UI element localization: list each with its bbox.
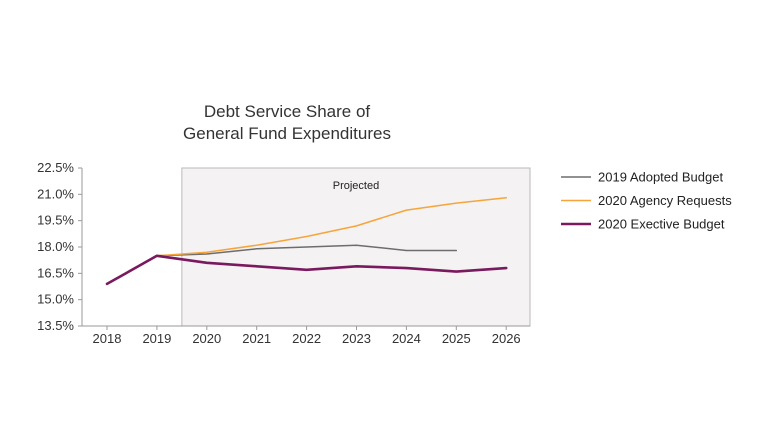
legend: 2019 Adopted Budget 2020 Agency Requests 2…: [561, 170, 732, 232]
y-tick-label: 16.5%: [37, 265, 74, 280]
legend-label: 2020 Agency Requests: [598, 193, 732, 208]
legend-label: 2019 Adopted Budget: [598, 170, 723, 185]
projected-label: Projected: [333, 180, 379, 192]
series-line: [156, 197, 507, 257]
chart-title-line-2: General Fund Expenditures: [183, 124, 391, 143]
legend-label: 2020 Exective Budget: [598, 217, 725, 232]
y-tick-label: 21.0%: [37, 186, 74, 201]
x-tick-label: 2021: [242, 331, 271, 346]
x-tick-label: 2022: [292, 331, 321, 346]
x-tick-label: 2026: [492, 331, 521, 346]
chart-title-line-1: Debt Service Share of: [204, 102, 371, 121]
y-tick-label: 13.5%: [37, 318, 74, 333]
y-tick-label: 18.0%: [37, 239, 74, 254]
axes: 13.5% 15.0% 16.5% 18.0% 19.5% 21.0% 22.5% 2018 2…: [37, 160, 530, 346]
x-tick-label: 2023: [342, 331, 371, 346]
x-tick-label: 2019: [142, 331, 171, 346]
y-tick-label: 19.5%: [37, 213, 74, 228]
y-tick-label: 15.0%: [37, 292, 74, 307]
series-line: [156, 244, 458, 257]
series-layer: [105, 197, 508, 286]
x-tick-label: 2020: [192, 331, 221, 346]
x-tick-label: 2018: [93, 331, 122, 346]
x-tick-label: 2024: [392, 331, 421, 346]
x-tick-label: 2025: [442, 331, 471, 346]
series-line: [105, 254, 508, 286]
y-tick-label: 22.5%: [37, 160, 74, 175]
